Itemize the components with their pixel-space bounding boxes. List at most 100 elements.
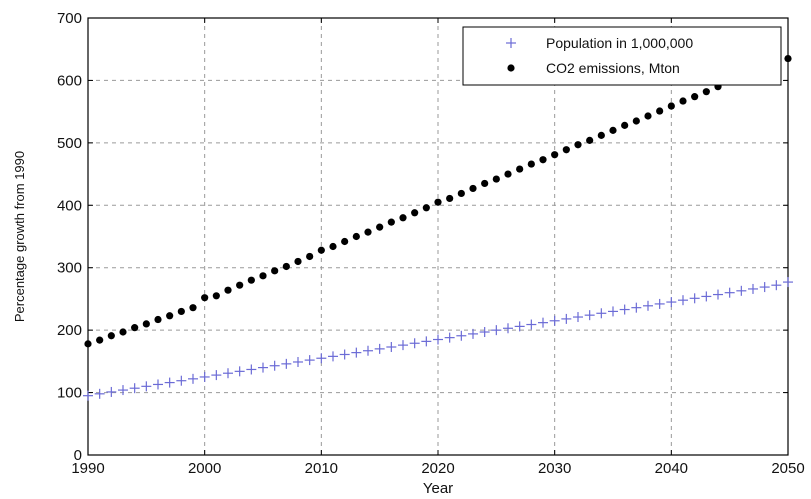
data-point-population [666,297,677,308]
data-point-population [316,353,327,364]
data-point-co2 [247,276,255,284]
y-tick-label: 200 [57,322,82,339]
legend-label-population: Population in 1,000,000 [546,35,693,51]
data-point-co2 [329,242,337,251]
data-point-population [421,336,432,347]
legend-marker-population-glyph [506,38,516,48]
data-point-co2 [504,170,512,178]
data-point-population [339,349,350,360]
data-point-co2 [259,272,267,280]
ticks: 1990 2000 2010 2020 2030 2040 2050 0 100 200 300 40… [57,10,805,477]
data-point-co2 [446,194,454,203]
data-point-co2 [387,218,395,226]
data-point-population [491,325,502,336]
data-point-population [199,371,210,382]
x-tick-label: 2000 [188,460,221,477]
data-point-co2 [212,292,220,300]
data-point-co2 [399,214,407,222]
data-point-population [584,310,595,321]
data-point-population [526,319,537,330]
data-point-population [234,366,245,377]
data-point-co2 [656,107,664,115]
data-point-co2 [691,93,699,101]
data-point-co2 [621,121,629,129]
data-point-population [771,280,782,291]
data-point-population [83,390,93,401]
data-point-population [549,315,560,326]
data-point-population [409,338,420,349]
data-point-co2 [422,204,430,212]
data-point-population [724,287,735,298]
data-point-population [538,317,548,328]
data-point-co2 [411,209,419,217]
legend-box [462,26,782,86]
data-point-co2 [352,232,360,241]
data-point-population [748,283,758,294]
data-point-population [468,328,478,339]
data-point-population [503,323,513,334]
y-tick-label: 400 [57,197,82,214]
data-point-population [246,364,257,375]
data-point-co2 [457,189,465,198]
data-point-population [759,282,770,293]
data-point-population [211,370,222,381]
data-point-co2 [201,294,209,302]
data-point-population [444,332,455,343]
data-point-population [94,388,105,399]
data-point-co2 [784,54,792,63]
data-point-co2 [96,336,104,344]
data-point-population [386,341,397,352]
legend-marker-co2-glyph [507,64,515,72]
data-point-population [304,355,315,366]
data-point-co2 [469,184,477,193]
data-point-population [188,373,198,384]
data-point-co2 [177,307,185,316]
data-point-co2 [586,136,594,144]
data-point-population [689,293,700,304]
y-tick-label: 300 [57,260,82,277]
x-tick-label: 2010 [305,460,338,477]
legend-marker-co2 [507,64,515,72]
data-point-co2 [166,312,174,320]
x-axis-title: Year [423,480,453,497]
y-tick-label: 100 [57,385,82,402]
data-point-population [678,295,688,306]
data-point-co2 [562,146,570,154]
data-point-co2 [527,160,535,168]
data-point-co2 [492,175,500,183]
data-point-population [153,379,163,390]
x-tick-label: 2040 [655,460,688,477]
data-point-population [351,347,362,358]
data-point-population [281,358,292,369]
data-point-co2 [597,131,605,139]
data-point-population [631,302,642,313]
data-point-population [433,334,443,345]
data-point-population [328,351,338,362]
data-point-population [141,381,152,392]
data-point-co2 [574,141,582,149]
data-point-co2 [154,315,162,324]
data-point-co2 [189,304,197,312]
data-point-co2 [142,320,150,328]
y-axis-title: Percentage growth from 1990 [12,151,27,322]
data-point-co2 [224,286,232,294]
x-tick-label: 1990 [71,460,104,477]
y-tick-label: 600 [57,72,82,89]
data-point-co2 [516,165,524,173]
data-point-co2 [236,281,244,289]
data-point-co2 [282,262,290,271]
data-point-co2 [632,117,640,125]
data-point-population [561,313,572,324]
data-point-co2 [294,257,302,266]
y-tick-label: 0 [74,447,82,464]
series-0 [83,277,793,401]
data-point-co2 [317,246,325,254]
data-point-population [223,368,233,379]
data-point-population [514,321,525,332]
legend-label-co2: CO2 emissions, Mton [546,60,680,76]
data-point-co2 [702,88,710,96]
data-point-co2 [376,223,384,231]
x-tick-label: 2050 [771,460,804,477]
data-point-co2 [667,102,675,110]
